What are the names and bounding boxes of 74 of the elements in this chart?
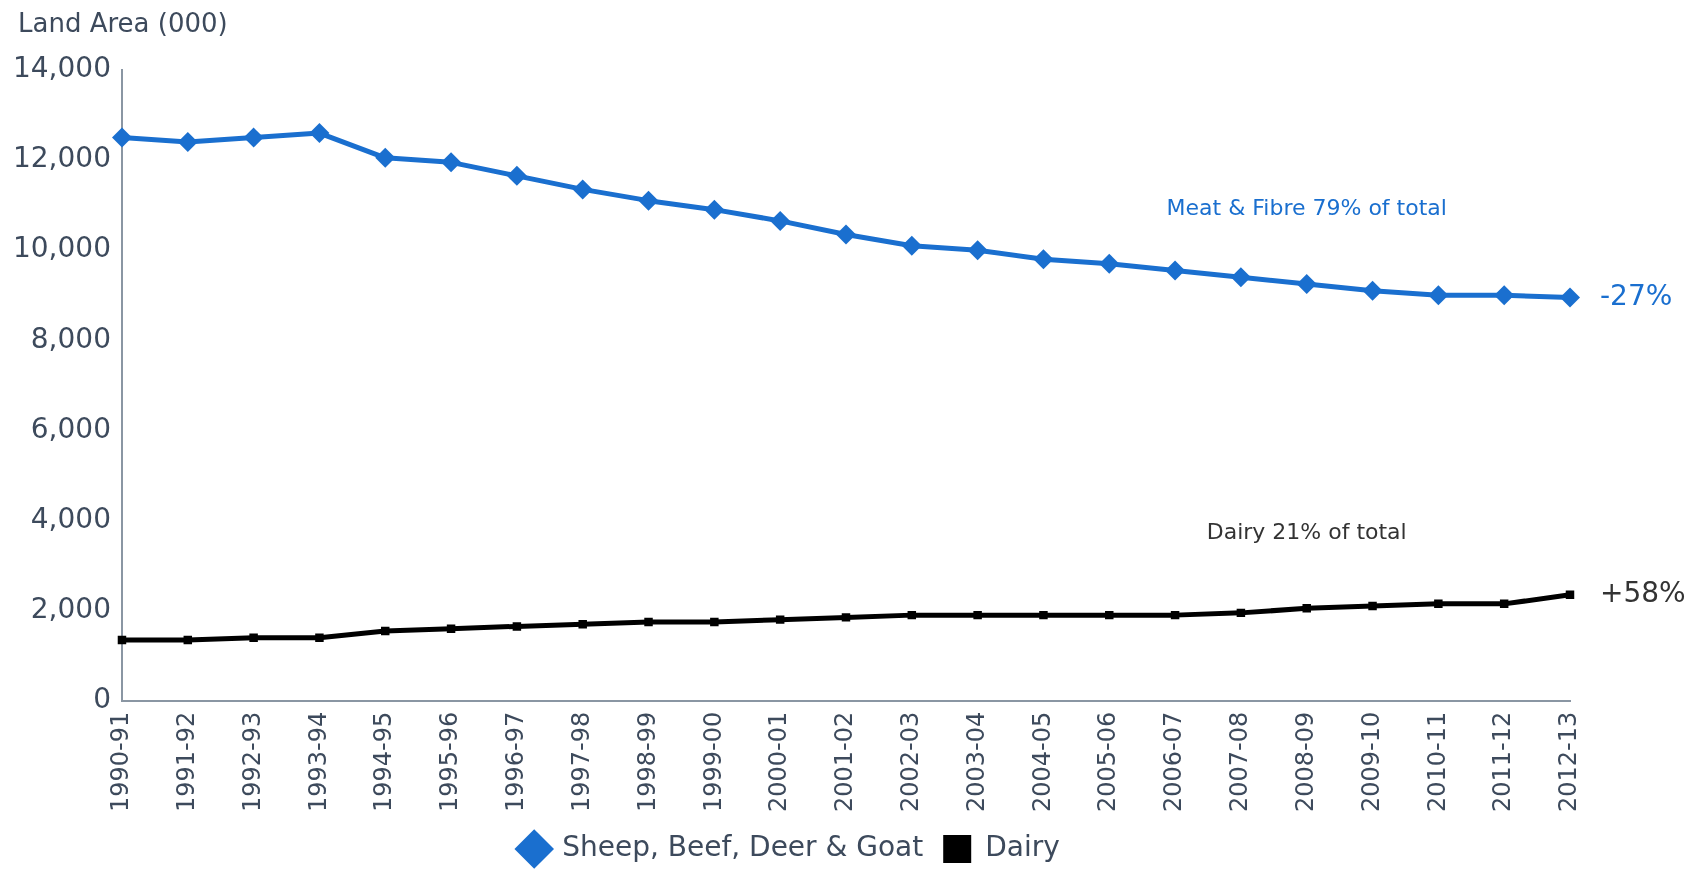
point — [644, 617, 653, 627]
point — [1105, 610, 1114, 620]
y-axis-title: Land Area (000) — [18, 8, 228, 38]
x-tick-label: 2010-11 — [1422, 711, 1451, 812]
point — [578, 619, 587, 629]
x-tick-label: 1999-00 — [698, 711, 727, 812]
point — [512, 622, 522, 631]
x-tick-label: 2007-08 — [1225, 711, 1254, 812]
x-tick-label: 1996-97 — [501, 711, 530, 812]
x-tick-label: 1998-99 — [632, 711, 661, 812]
y-tick-label: 14,000 — [12, 51, 111, 85]
x-tick-label: 1995-96 — [435, 711, 464, 812]
legend-label: Dairy — [985, 830, 1060, 864]
point — [243, 127, 264, 148]
x-tick-label: 2001-02 — [830, 711, 859, 812]
x-tick-label: 2004-05 — [1027, 711, 1056, 812]
point — [1296, 274, 1317, 294]
point — [1165, 260, 1186, 281]
x-tick-label: 1997-98 — [566, 711, 595, 812]
point — [506, 165, 527, 186]
x-tick-label: 2012-13 — [1554, 711, 1583, 812]
point — [1302, 604, 1311, 613]
x-tick-label: 1994-95 — [369, 711, 398, 812]
annotation: -27% — [1600, 278, 1673, 312]
point — [775, 615, 785, 624]
point — [111, 127, 132, 148]
y-tick-label: 4,000 — [30, 501, 111, 535]
x-tick-label: 2005-06 — [1093, 711, 1122, 812]
point — [1362, 280, 1383, 301]
point — [446, 624, 456, 633]
x-tick-label: 1993-94 — [303, 711, 332, 812]
y-tick-label: 12,000 — [12, 141, 111, 175]
annotation: +58% — [1600, 576, 1686, 610]
point — [375, 147, 396, 168]
point — [835, 224, 856, 245]
y-tick-label: 10,000 — [12, 231, 111, 265]
point — [177, 132, 198, 153]
x-tick-label: 2000-01 — [764, 711, 793, 812]
point — [710, 617, 719, 627]
x-tick-label: 1992-93 — [237, 711, 266, 812]
point — [1230, 267, 1251, 288]
point — [572, 179, 593, 200]
x-tick-label: 2008-09 — [1290, 711, 1319, 812]
point — [1099, 253, 1120, 274]
point — [770, 210, 791, 231]
point — [973, 610, 982, 620]
point — [1039, 610, 1048, 620]
point — [967, 240, 988, 261]
point — [1494, 285, 1515, 306]
annotation: Meat & Fibre 79% of total — [1166, 194, 1447, 220]
y-tick-label: 2,000 — [30, 591, 111, 625]
point — [638, 190, 659, 211]
x-tick-label: 1991-92 — [172, 711, 201, 812]
point — [1033, 249, 1054, 270]
x-tick-label: 2009-10 — [1356, 711, 1385, 812]
legend-label: Sheep, Beef, Deer & Goat — [562, 830, 924, 864]
point — [1368, 601, 1377, 611]
point — [309, 123, 330, 144]
x-tick-label: 2006-07 — [1159, 711, 1188, 812]
point — [901, 235, 922, 256]
point — [315, 633, 324, 642]
x-tick-label: 2011-12 — [1488, 711, 1517, 812]
y-tick-label: 6,000 — [30, 411, 111, 445]
point — [441, 152, 462, 173]
point — [704, 199, 725, 220]
point — [1428, 285, 1449, 306]
point — [841, 613, 851, 622]
x-tick-label: 2003-04 — [961, 711, 990, 812]
point — [1434, 599, 1443, 609]
point — [249, 633, 258, 642]
x-tick-label: 2002-03 — [896, 711, 925, 812]
point — [1560, 287, 1580, 308]
y-tick-label: 8,000 — [30, 321, 111, 355]
annotation: Dairy 21% of total — [1206, 519, 1407, 545]
